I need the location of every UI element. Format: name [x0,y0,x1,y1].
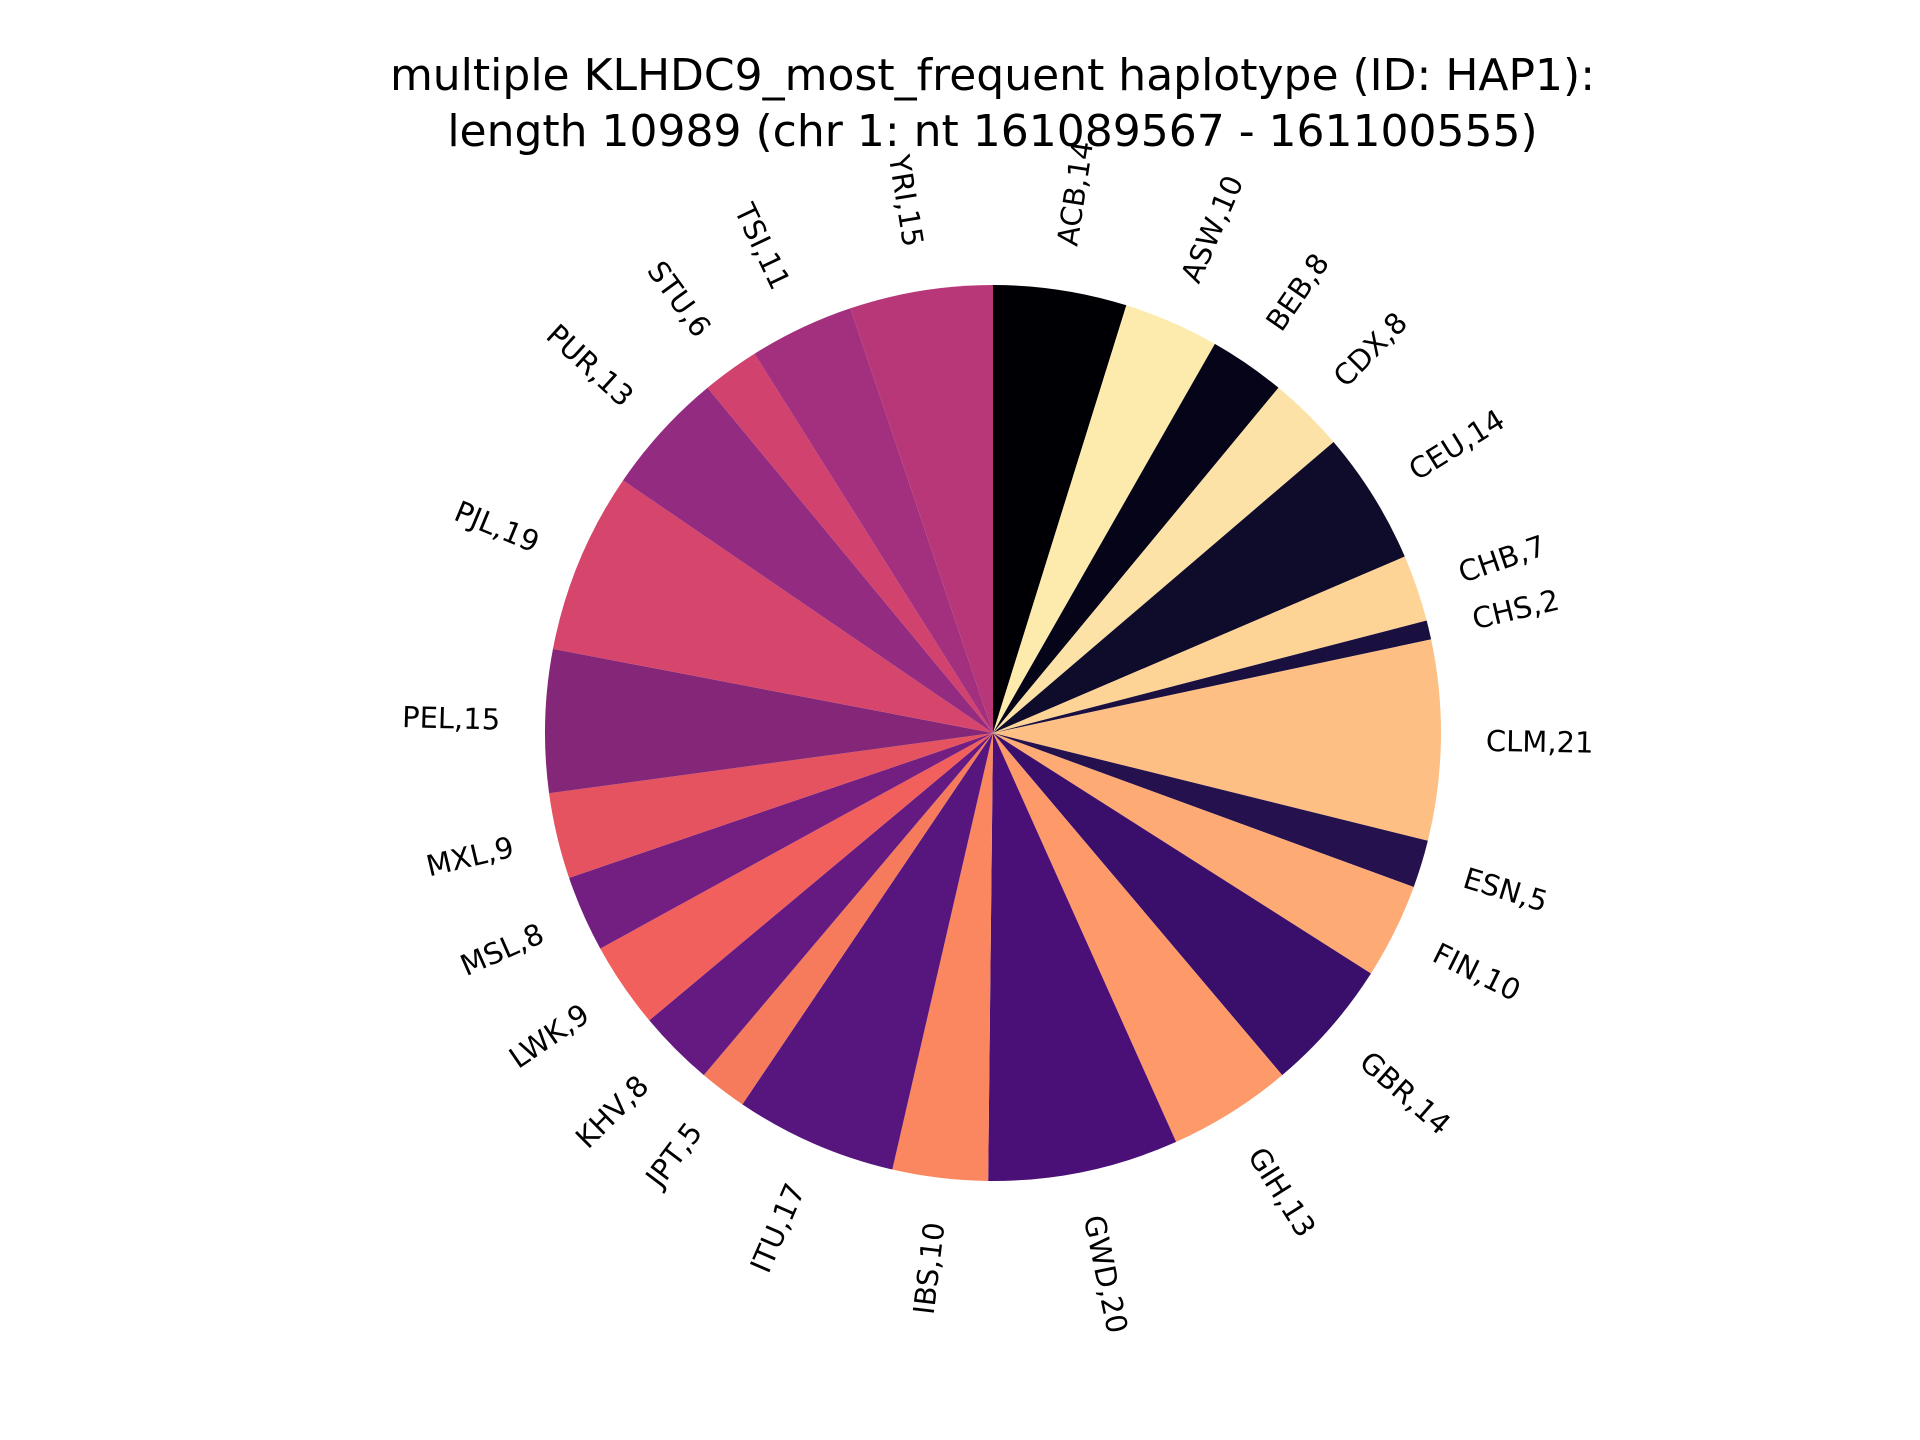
pie-label-tsi: TSI,11 [727,197,797,295]
pie-label-itu: ITU,17 [743,1178,812,1277]
pie-label-jpt: JPT,5 [638,1116,709,1195]
pie-slice-ceu [993,441,1405,733]
pie-label-ibs: IBS,10 [907,1221,952,1317]
pie-label-beb: BEB,8 [1259,247,1336,337]
pie-slice-beb [993,343,1279,733]
pie-slice-pel [544,648,993,794]
pie-slice-ibs [892,733,993,1181]
pie-slice-cdx [993,387,1334,733]
pie-label-yri: YRI,15 [882,151,931,249]
pie-label-esn: ESN,5 [1459,861,1551,919]
pie-slice-gwd [988,733,1177,1181]
pie-slice-khv [649,733,993,1076]
pie-label-chb: CHB,7 [1454,529,1550,590]
pie-slice-pjl [552,480,993,733]
pie-label-khv: KHV,8 [569,1069,656,1155]
pie-label-ceu: CEU,14 [1403,402,1511,487]
pie-label-lwk: LWK,9 [503,997,596,1075]
pie-slice-jpt [703,733,993,1105]
pie-label-cdx: CDX,8 [1327,305,1414,393]
pie-slice-itu [742,733,993,1170]
chart-title-line-1: multiple KLHDC9_most_frequent haplotype … [389,50,1596,101]
pie-label-fin: FIN,10 [1427,936,1525,1008]
pie-slice-chb [993,556,1427,733]
pie-slice-mxl [549,733,993,878]
pie-slice-stu [707,353,993,733]
pie-label-gih: GIH,13 [1241,1141,1322,1243]
pie-slice-asw [993,305,1215,733]
pie-slice-yri [850,285,993,733]
chart-title-line-2: length 10989 (chr 1: nt 161089567 - 1611… [447,106,1538,157]
pie-slice-clm [993,639,1442,841]
pie-label-gwd: GWD,20 [1077,1212,1135,1336]
pie-label-stu: STU,6 [640,255,717,344]
pie-label-pel: PEL,15 [402,700,501,737]
pie-slice-gbr [993,733,1371,1076]
pie-label-asw: ASW,10 [1174,170,1250,287]
pie-label-chs: CHS,2 [1469,583,1563,636]
pie-slice-esn [993,733,1428,887]
pie-slices [544,285,1442,1181]
pie-slice-acb [993,285,1127,733]
pie-slice-chs [993,620,1432,733]
pie-label-gbr: GBR,14 [1353,1045,1457,1142]
pie-label-clm: CLM,21 [1486,724,1594,760]
pie-slice-fin [993,733,1414,974]
pie-slice-pur [623,387,993,733]
pie-label-pjl: PJL,19 [450,494,545,559]
pie-label-msl: MSL,8 [455,917,549,983]
pie-slice-lwk [600,733,993,1021]
chart-title: multiple KLHDC9_most_frequent haplotype … [0,48,1920,160]
pie-label-mxl: MXL,9 [423,830,517,883]
pie-slice-tsi [754,308,993,733]
pie-slice-msl [569,733,993,949]
pie-label-pur: PUR,13 [540,317,640,413]
pie-label-acb: ACB,14 [1050,139,1100,249]
pie-slice-gih [993,733,1283,1142]
